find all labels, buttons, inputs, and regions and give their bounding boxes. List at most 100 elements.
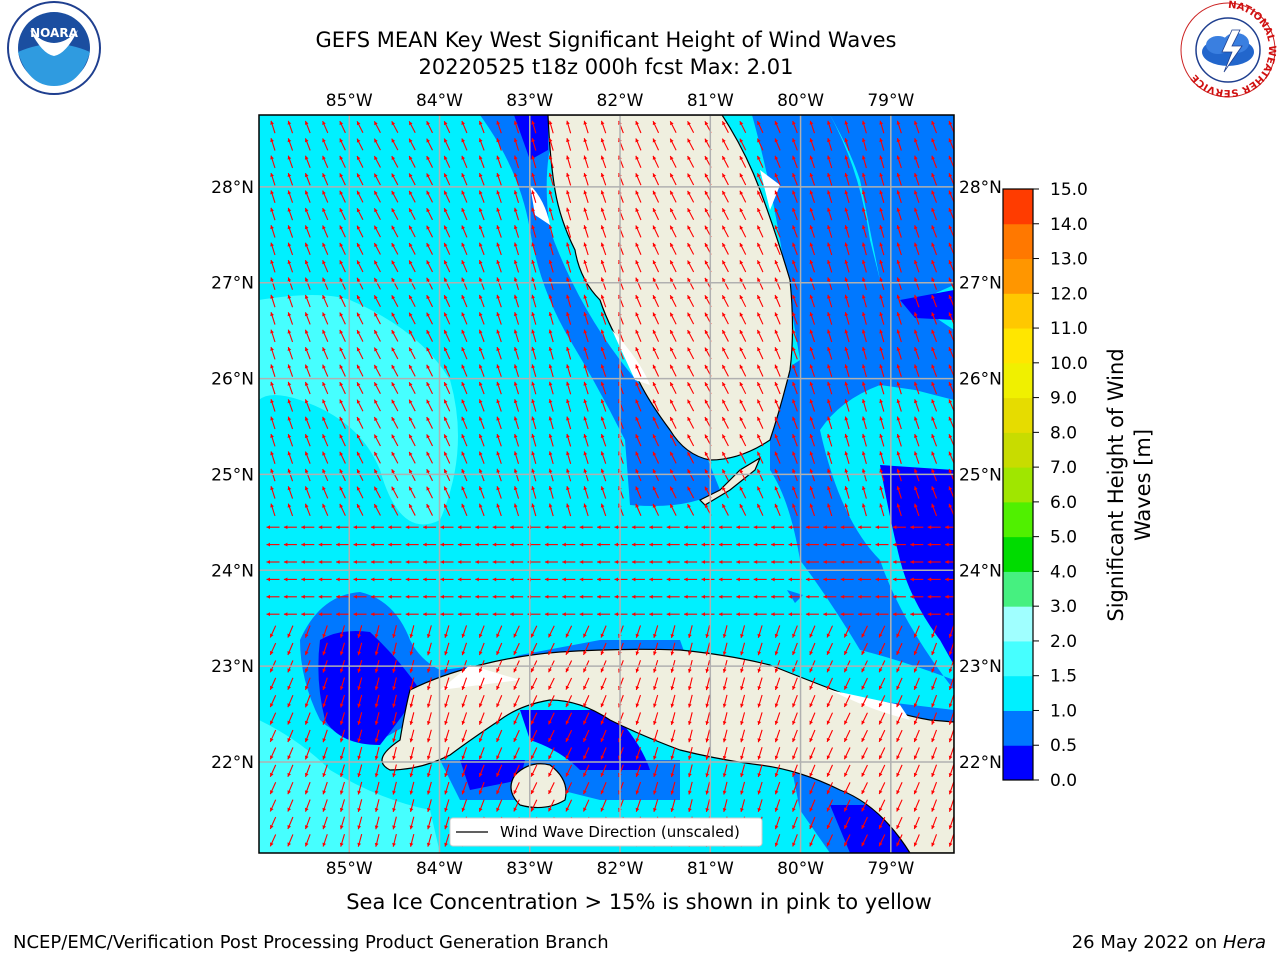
lat-label-left: 27°N: [211, 274, 254, 294]
wind-arrow: [788, 542, 802, 547]
wind-arrow: [635, 277, 642, 290]
wind-arrow: [443, 451, 451, 464]
wind-arrow: [809, 172, 816, 186]
wind-arrow: [566, 312, 572, 325]
wind-arrow: [722, 712, 728, 726]
wind-arrow: [339, 347, 346, 360]
wind-arrow: [861, 120, 867, 134]
wind-arrow: [792, 764, 798, 778]
wind-arrow: [496, 138, 502, 151]
wind-arrow: [823, 612, 837, 617]
wind-arrow: [270, 381, 276, 395]
wind-arrow: [283, 525, 297, 530]
wind-arrow: [931, 120, 938, 134]
wind-arrow: [878, 834, 886, 847]
wind-arrow: [457, 612, 471, 617]
wind-arrow: [510, 612, 524, 617]
wind-arrow: [652, 364, 660, 377]
wind-arrow: [844, 503, 850, 517]
wind-arrow: [492, 542, 506, 547]
wind-arrow: [405, 594, 419, 599]
wind-arrow: [756, 434, 764, 447]
wind-arrow: [774, 729, 781, 743]
wind-arrow: [792, 190, 798, 203]
wind-arrow: [827, 312, 833, 325]
wind-arrow: [530, 677, 538, 690]
wind-arrow: [600, 694, 607, 708]
wind-arrow: [652, 294, 660, 308]
wind-arrow: [892, 577, 906, 582]
wind-arrow: [356, 155, 364, 168]
wind-arrow: [391, 173, 399, 186]
wind-arrow: [356, 225, 364, 238]
wind-arrow: [910, 612, 924, 617]
wind-arrow: [583, 695, 590, 708]
wind-arrow: [461, 399, 468, 412]
wind-arrow: [688, 746, 693, 760]
map-title: GEFS MEAN Key West Significant Height of…: [315, 28, 897, 52]
wind-arrow: [827, 120, 833, 134]
wind-arrow: [721, 242, 729, 255]
wind-arrow: [513, 259, 520, 273]
wind-arrow: [530, 625, 538, 638]
wind-arrow: [565, 677, 573, 690]
wind-arrow: [531, 312, 537, 325]
wind-arrow: [722, 642, 728, 656]
wind-arrow: [913, 677, 920, 691]
wind-arrow: [287, 399, 294, 412]
wind-arrow: [879, 207, 885, 221]
wind-arrow: [669, 347, 677, 360]
wind-arrow: [913, 799, 920, 812]
wind-arrow: [600, 329, 607, 343]
wind-arrow: [948, 642, 954, 656]
wind-arrow: [336, 560, 350, 564]
wind-arrow: [566, 225, 572, 238]
wind-arrow: [756, 312, 764, 325]
wind-arrow: [287, 120, 294, 134]
wind-arrow: [879, 277, 885, 290]
wind-arrow: [670, 712, 676, 726]
wind-arrow: [478, 712, 485, 725]
colorbar-tick-label: 2.0: [1050, 632, 1077, 652]
wind-arrow: [861, 642, 868, 656]
wind-arrow: [771, 612, 785, 617]
wind-arrow: [270, 225, 276, 238]
lat-label-left: 26°N: [211, 370, 254, 390]
wind-arrow: [666, 594, 680, 599]
wind-arrow: [879, 486, 885, 499]
wind-arrow: [649, 525, 663, 530]
wind-arrow: [840, 577, 854, 582]
wind-arrow: [827, 190, 833, 203]
wind-arrow: [631, 542, 645, 547]
wind-arrow: [892, 525, 906, 530]
wind-arrow: [579, 577, 593, 582]
wind-arrow: [443, 260, 451, 273]
wind-arrow: [304, 694, 311, 708]
wind-arrow: [336, 542, 350, 547]
wind-arrow: [718, 594, 732, 599]
wind-arrow: [513, 225, 520, 238]
wind-arrow: [875, 612, 889, 617]
wind-arrow: [423, 542, 437, 547]
footer-date-text: 26 May 2022 on: [1071, 932, 1223, 953]
wind-arrow: [809, 695, 816, 708]
wind-arrow: [531, 172, 537, 186]
wind-arrow: [635, 729, 642, 743]
wind-arrow: [740, 625, 746, 639]
wind-arrow: [792, 138, 798, 151]
wind-arrow: [270, 312, 276, 325]
wind-arrow: [461, 329, 468, 343]
wind-arrow: [705, 781, 711, 795]
wind-arrow: [409, 816, 415, 830]
wind-arrow: [788, 594, 802, 599]
wind-arrow: [892, 560, 906, 564]
wind-arrow: [531, 155, 537, 169]
wind-arrow: [687, 260, 695, 273]
wind-arrow: [739, 120, 747, 134]
wind-arrow: [356, 294, 364, 308]
wind-arrow: [443, 503, 451, 516]
wind-arrow: [583, 642, 590, 656]
wind-arrow: [687, 347, 695, 360]
wind-arrow: [562, 560, 576, 564]
wind-arrow: [304, 433, 311, 447]
